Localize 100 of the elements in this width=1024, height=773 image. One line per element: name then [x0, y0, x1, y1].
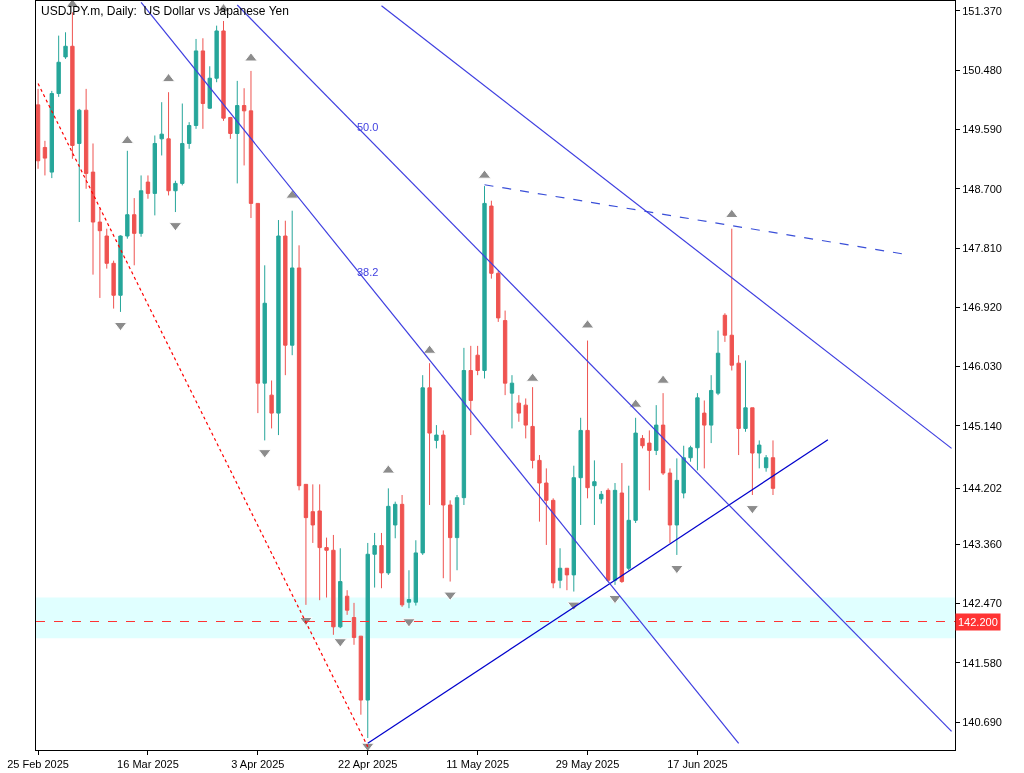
candlestick [612, 482, 618, 586]
candlestick [97, 208, 103, 299]
candlestick [372, 532, 377, 589]
candlestick [77, 108, 82, 223]
candlestick [434, 424, 439, 449]
candlestick [344, 589, 350, 616]
candlestick [338, 547, 343, 629]
candlestick [530, 386, 535, 469]
candlestick [441, 429, 446, 579]
candlestick [290, 210, 295, 356]
candlestick [111, 260, 116, 310]
candlestick [619, 462, 625, 584]
candlestick [317, 483, 322, 601]
candlestick [118, 234, 123, 313]
candlestick [152, 134, 158, 216]
candlestick [592, 459, 597, 526]
y-tick-label: 149.590 [962, 123, 1002, 136]
candlestick [681, 445, 686, 499]
candlestick [276, 219, 281, 436]
candlestick [736, 354, 741, 456]
candlestick [660, 392, 666, 476]
x-tick-label: 3 Apr 2025 [231, 758, 285, 771]
candlestick [104, 228, 109, 270]
candlestick [331, 534, 336, 636]
point [402, 618, 416, 628]
candlestick [255, 202, 261, 414]
candlestick [633, 417, 638, 524]
series-label: 38.2 [357, 266, 379, 278]
y-tick-label: 150.480 [962, 64, 1002, 77]
candlestick [358, 635, 364, 716]
y-tick-label: 145.140 [962, 419, 1002, 432]
candlestick [406, 569, 412, 609]
candlestick [585, 340, 590, 499]
candlestick [626, 485, 631, 571]
candlestick [729, 228, 734, 372]
candlestick [427, 362, 432, 506]
candlestick [207, 65, 212, 110]
candlestick [489, 200, 494, 280]
y-tick-label: 141.580 [962, 656, 1002, 669]
y-tick-label: 144.202 [962, 482, 1002, 495]
candlestick [241, 87, 247, 166]
candlestick [502, 310, 508, 396]
candlestick [695, 392, 700, 471]
candlestick [708, 374, 714, 444]
candlestick [83, 88, 89, 190]
candlestick [138, 174, 144, 238]
candlestick [509, 374, 515, 429]
x-tick-label: 16 Mar 2025 [117, 758, 179, 771]
candlestick [454, 494, 460, 571]
candlestick [557, 547, 563, 589]
candlestick [475, 345, 480, 376]
candlestick [159, 101, 164, 156]
x-tick-label: 29 May 2025 [555, 758, 620, 771]
x-tick-label: 22 Apr 2025 [338, 758, 398, 771]
candlestick [173, 180, 178, 213]
candlestick [743, 360, 748, 433]
candlestick [221, 20, 226, 122]
candlestick [674, 457, 680, 556]
candlestick [770, 439, 776, 496]
candlestick [379, 532, 384, 589]
candlestick [56, 35, 61, 98]
candlestick [468, 345, 473, 436]
candlestick [310, 483, 315, 544]
point [244, 52, 258, 62]
candlestick [283, 220, 288, 376]
candlestick [605, 487, 611, 583]
y-tick-label: 146.030 [962, 360, 1002, 373]
candlestick [654, 404, 659, 456]
candlestick [516, 394, 522, 423]
candlestick [544, 467, 549, 546]
point [656, 374, 670, 384]
candlestick [399, 494, 405, 608]
x-tick-label: 17 Jun 2025 [667, 758, 728, 771]
candlestick [125, 150, 130, 240]
candlestick [180, 103, 185, 186]
y-tick-label: 151.370 [962, 4, 1002, 17]
candlestick [578, 417, 583, 526]
candlestick [42, 140, 48, 176]
candlestick [750, 407, 755, 496]
candlestick [351, 602, 357, 646]
candlestick [214, 25, 219, 83]
candlestick [640, 434, 645, 449]
candlestick [461, 347, 467, 506]
point [120, 134, 135, 145]
candlestick [482, 185, 487, 379]
candlestick [523, 397, 528, 439]
candlestick [647, 429, 652, 491]
y-tick-label: 147.810 [962, 241, 1002, 254]
candlestick [200, 37, 206, 130]
candlestick [193, 38, 199, 130]
candlestick [420, 374, 425, 556]
candlestick [228, 116, 233, 140]
candlestick [551, 497, 556, 589]
candlestick [715, 330, 721, 396]
candlestick [599, 490, 604, 505]
candlestick [393, 501, 398, 539]
y-tick-label: 148.700 [962, 182, 1002, 195]
candlestick [537, 454, 542, 523]
candlestick [757, 439, 762, 469]
candlestick [564, 567, 570, 591]
